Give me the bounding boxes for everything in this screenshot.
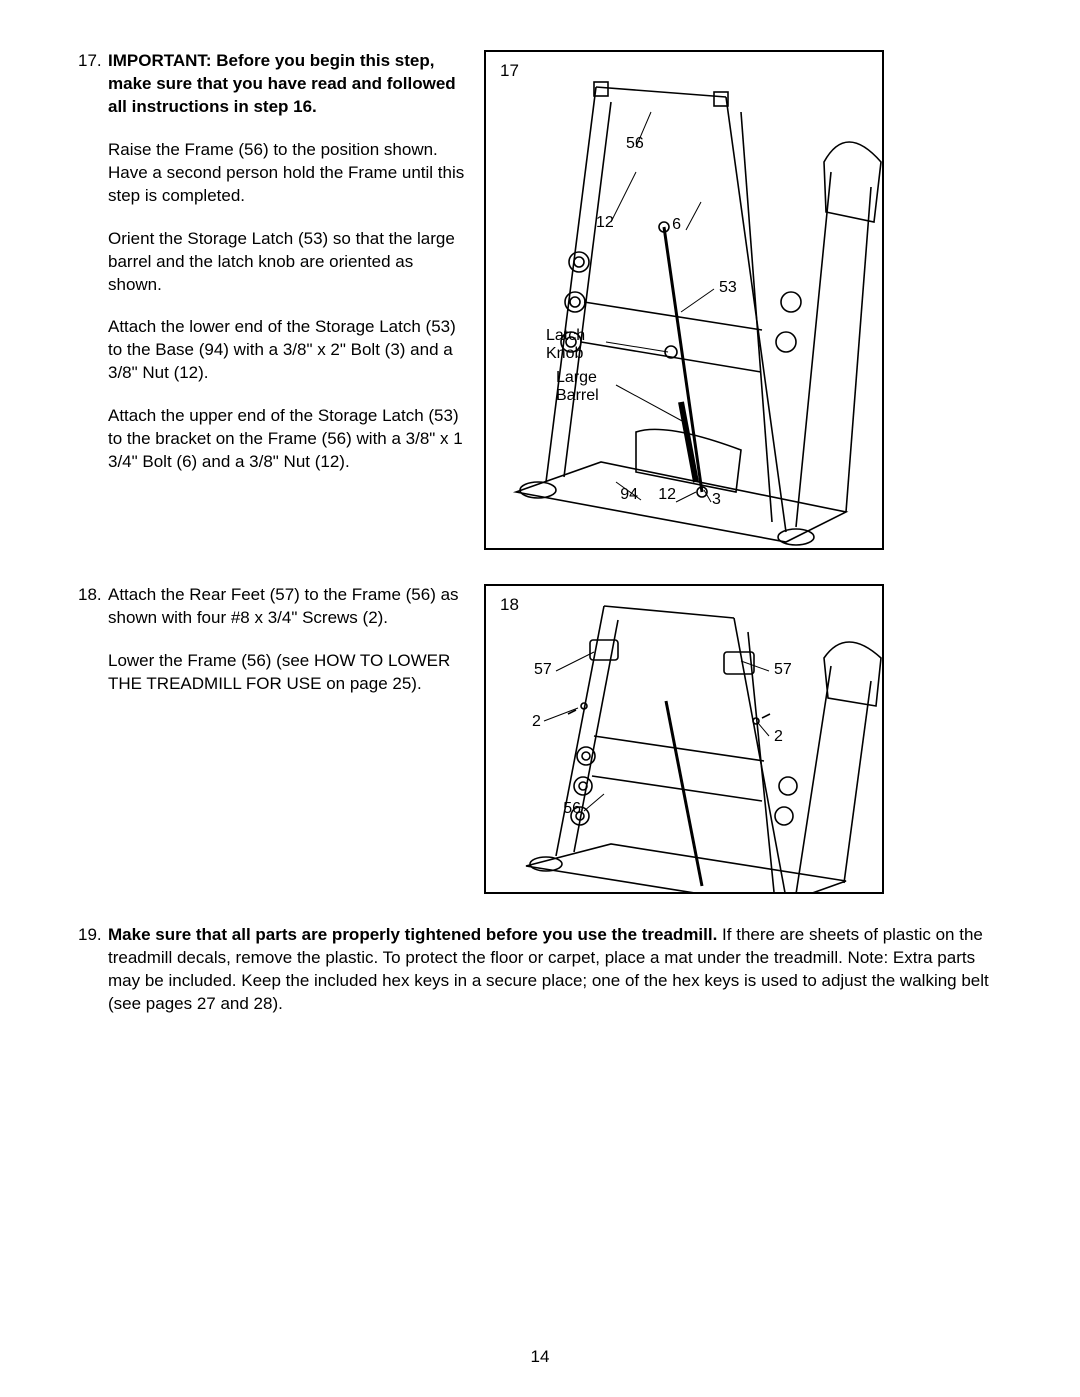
fig17-lbl-3: 3	[712, 491, 721, 508]
step-18-p1: Attach the Rear Feet (57) to the Frame (…	[108, 584, 466, 630]
fig17-lbl-56: 56	[626, 135, 644, 152]
step-17-p4: Attach the lower end of the Storage Latc…	[108, 316, 466, 385]
treadmill-illustration-17	[516, 82, 881, 545]
fig17-lbl-53: 53	[719, 279, 737, 296]
step-17-p2: Raise the Frame (56) to the position sho…	[108, 139, 466, 208]
fig18-lbl-57a: 57	[534, 661, 552, 678]
figure-18-number: 18	[500, 595, 519, 614]
fig17-lbl-large: Large	[556, 369, 597, 386]
fig17-lbl-latch: Latch	[546, 327, 585, 344]
fig17-lbl-94: 94	[620, 486, 638, 503]
step-17-p3: Orient the Storage Latch (53) so that th…	[108, 228, 466, 297]
treadmill-illustration-18	[526, 606, 881, 894]
step-18-text: 18. Attach the Rear Feet (57) to the Fra…	[78, 584, 478, 716]
manual-page: 17. IMPORTANT: Before you begin this ste…	[0, 0, 1080, 1397]
step-17-row: 17. IMPORTANT: Before you begin this ste…	[78, 50, 1002, 550]
step-17-figure-col: 17	[478, 50, 884, 550]
fig17-lbl-knob: Knob	[546, 345, 583, 362]
figure-18: 18	[484, 584, 884, 894]
step-17-p5: Attach the upper end of the Storage Latc…	[108, 405, 466, 474]
step-18-p2: Lower the Frame (56) (see HOW TO LOWER T…	[108, 650, 466, 696]
figure-17: 17	[484, 50, 884, 550]
step-17-number: 17.	[78, 50, 108, 494]
step-18-number: 18.	[78, 584, 108, 716]
step-18-body: Attach the Rear Feet (57) to the Frame (…	[108, 584, 466, 716]
fig17-lbl-6: 6	[672, 216, 681, 233]
step-17-text: 17. IMPORTANT: Before you begin this ste…	[78, 50, 478, 494]
fig17-lbl-12b: 12	[658, 486, 676, 503]
fig17-lbl-12a: 12	[596, 214, 614, 231]
figure-17-number: 17	[500, 61, 519, 80]
step-19-number: 19.	[78, 924, 108, 1036]
fig18-lbl-57b: 57	[774, 661, 792, 678]
step-17-p1: IMPORTANT: Before you begin this step, m…	[108, 50, 466, 119]
step-19-p1: Make sure that all parts are properly ti…	[108, 924, 1002, 1016]
page-number: 14	[0, 1347, 1080, 1367]
step-17-body: IMPORTANT: Before you begin this step, m…	[108, 50, 466, 494]
fig18-lbl-56: 56	[563, 800, 581, 817]
step-19-row: 19. Make sure that all parts are properl…	[78, 924, 1002, 1036]
leader-lines-17	[606, 112, 714, 502]
fig18-lbl-2b: 2	[774, 728, 783, 745]
fig17-lbl-barrel: Barrel	[556, 387, 599, 404]
step-18-row: 18. Attach the Rear Feet (57) to the Fra…	[78, 584, 1002, 894]
fig18-lbl-2a: 2	[532, 713, 541, 730]
leader-lines-18	[544, 652, 769, 811]
step-19-body: Make sure that all parts are properly ti…	[108, 924, 1002, 1036]
step-18-figure-col: 18	[478, 584, 884, 894]
